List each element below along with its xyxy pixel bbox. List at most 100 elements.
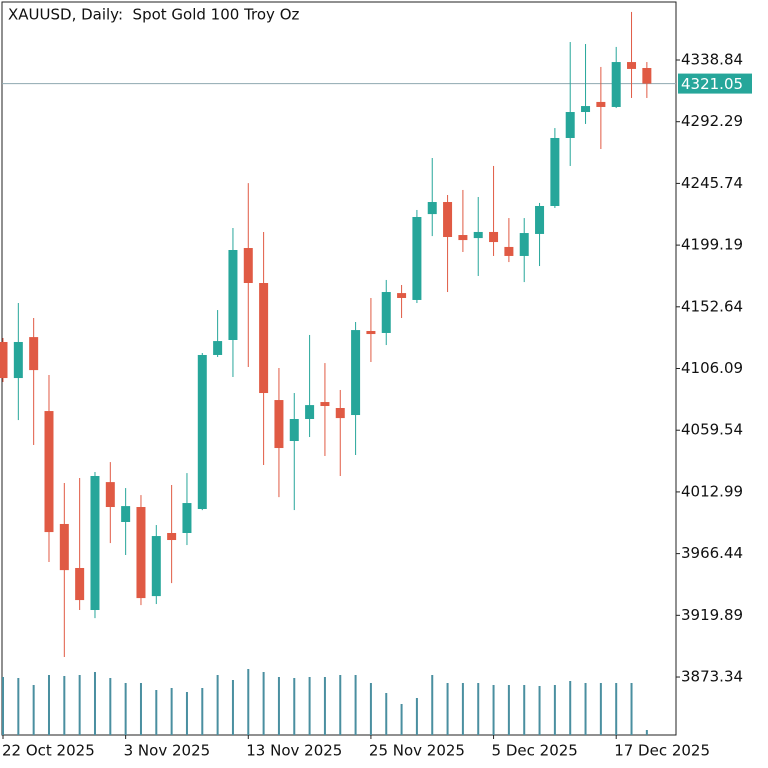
candle-body — [412, 216, 422, 300]
candle-body — [75, 567, 85, 601]
candle-body — [0, 341, 8, 379]
y-tick-label: 4152.64 — [681, 297, 743, 315]
volume-bar — [461, 683, 464, 735]
candle-body — [581, 106, 591, 113]
volume-bar — [615, 683, 618, 735]
volume-bar — [339, 675, 342, 735]
candle-body — [596, 101, 606, 107]
candle-body — [335, 407, 345, 419]
y-tick-label: 3966.44 — [681, 544, 743, 562]
y-tick-label: 4338.84 — [681, 51, 743, 69]
volume-bar — [599, 683, 602, 735]
candle-body — [427, 202, 437, 215]
chart-title: XAUUSD, Daily: Spot Gold 100 Troy Oz — [8, 6, 300, 24]
volume-bar — [216, 675, 219, 735]
last-price-label: 4321.05 — [681, 75, 743, 93]
candle-body — [535, 205, 545, 234]
candle-body — [182, 503, 192, 533]
plot-frame — [1, 1, 677, 736]
volume-bar — [446, 683, 449, 735]
volume-bar — [124, 683, 127, 735]
candle-body — [274, 400, 284, 449]
volume-bar — [477, 683, 480, 735]
candle-body — [565, 112, 575, 138]
candle-body — [366, 330, 376, 335]
candle-body — [136, 507, 146, 599]
candle-body — [151, 536, 161, 597]
volume-bar — [17, 678, 20, 735]
volume-bar — [277, 677, 280, 735]
y-tick-label: 4012.99 — [681, 482, 743, 500]
volume-bar — [507, 685, 510, 735]
volume-bar — [170, 688, 173, 735]
candle-body — [197, 354, 207, 510]
candle-body — [243, 248, 253, 284]
x-tick-label: 17 Dec 2025 — [614, 742, 710, 760]
volume-bar — [538, 686, 541, 735]
candle-body — [504, 246, 514, 256]
candle-body — [305, 405, 315, 420]
y-tick-label: 4199.19 — [681, 236, 743, 254]
candle-body — [44, 411, 54, 533]
y-tick-label: 4059.54 — [681, 421, 743, 439]
x-tick-label: 22 Oct 2025 — [2, 742, 95, 760]
volume-bar — [431, 675, 434, 735]
volume-bar — [645, 730, 648, 735]
candle-body — [351, 330, 361, 416]
volume-bar — [523, 685, 526, 735]
volume-bar — [185, 692, 188, 735]
volume-bar — [93, 672, 96, 735]
candle-body — [519, 233, 529, 256]
x-tick-label: 5 Dec 2025 — [492, 742, 578, 760]
volume-bar — [78, 675, 81, 735]
volume-bar — [323, 677, 326, 735]
y-tick-label: 4106.09 — [681, 359, 743, 377]
candle-body — [443, 202, 453, 238]
volume-bar — [400, 704, 403, 735]
volume-bar — [2, 677, 4, 735]
candle-body — [458, 235, 468, 241]
candle-body — [13, 341, 23, 379]
volume-bar — [247, 669, 250, 735]
volume-bar — [155, 690, 158, 735]
volume-bar — [109, 678, 112, 735]
candle-body — [381, 292, 391, 333]
volume-bar — [32, 685, 35, 735]
y-tick-label: 4292.29 — [681, 112, 743, 130]
candle-body — [320, 402, 330, 407]
volume-bar — [47, 675, 50, 735]
volume-bar — [553, 685, 556, 735]
candle-body — [397, 293, 407, 298]
candle-body — [489, 231, 499, 243]
volume-bar — [354, 675, 357, 735]
candle-body — [213, 341, 223, 355]
candle-body — [627, 62, 637, 69]
volume-bar — [262, 672, 265, 735]
volume-bar — [63, 676, 66, 735]
candle-body — [29, 337, 39, 371]
volume-bar — [231, 680, 234, 735]
volume-bar — [630, 683, 633, 735]
x-tick-label: 3 Nov 2025 — [124, 742, 211, 760]
volume-bar — [369, 683, 372, 735]
volume-bar — [584, 683, 587, 735]
x-tick-label: 13 Nov 2025 — [246, 742, 342, 760]
volume-bar — [492, 685, 495, 735]
volume-bar — [139, 683, 142, 735]
candle-body — [228, 250, 238, 341]
candle-body — [289, 419, 299, 442]
last-price-tag — [678, 73, 752, 94]
candle-body — [550, 137, 560, 206]
candle-body — [90, 475, 100, 611]
volume-bar — [569, 681, 572, 735]
candle-body — [611, 62, 621, 107]
candle-body — [59, 523, 69, 571]
candle-body — [105, 482, 115, 508]
candle-body — [473, 231, 483, 239]
volume-bar — [201, 688, 204, 735]
volume-bar — [308, 677, 311, 735]
x-tick-label: 25 Nov 2025 — [369, 742, 465, 760]
candle-body — [259, 283, 269, 394]
